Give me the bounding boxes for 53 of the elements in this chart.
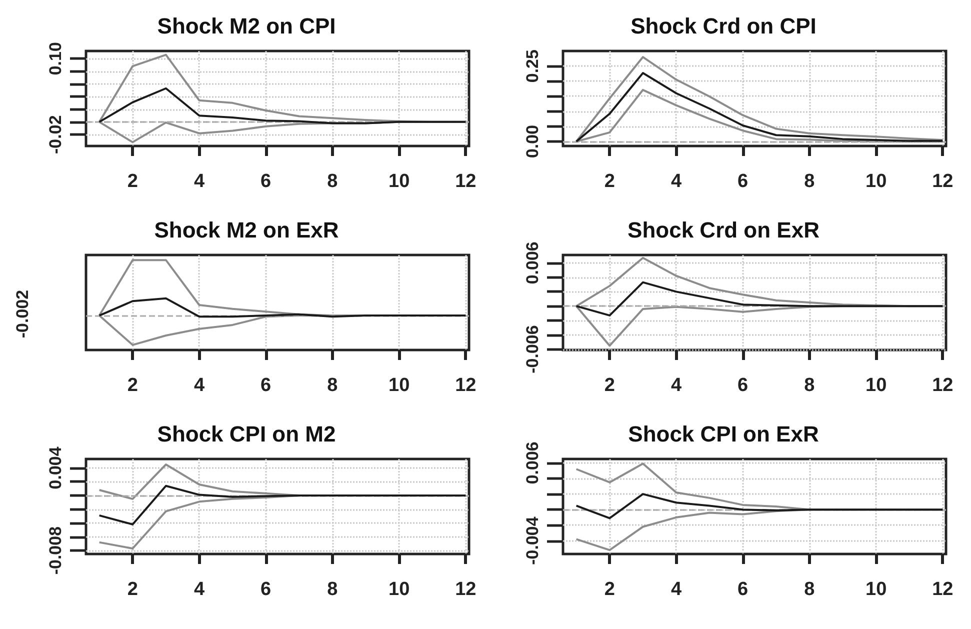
x-tick-label: 8: [804, 375, 815, 396]
x-tick-label: 8: [327, 375, 338, 396]
x-tick-label: 6: [260, 579, 272, 600]
x-tick-label: 2: [604, 375, 615, 396]
x-tick-label: 12: [455, 579, 476, 600]
x-tick-label: 8: [804, 171, 815, 192]
x-tick-label: 6: [738, 375, 748, 396]
y-tick-label: 0.006: [523, 442, 542, 484]
x-tick-label: 10: [865, 375, 887, 396]
x-tick-label: 4: [670, 171, 682, 192]
x-tick-label: 8: [804, 579, 815, 600]
x-tick-label: 10: [865, 579, 887, 600]
x-tick-label: 10: [388, 171, 410, 192]
x-tick-label: 10: [388, 375, 410, 396]
y-tick-label: 0.10: [46, 42, 65, 76]
x-tick-label: 12: [932, 579, 954, 600]
x-tick-label: 4: [670, 375, 682, 396]
x-tick-label: 6: [260, 171, 272, 192]
x-tick-label: 10: [388, 579, 410, 600]
x-tick-label: 6: [260, 375, 272, 396]
x-tick-label: 8: [327, 579, 338, 600]
text: -0.002: [13, 290, 32, 338]
x-tick-label: 4: [194, 579, 205, 600]
chart-title: Shock M2 on ExR: [154, 218, 339, 242]
x-tick-label: 10: [865, 171, 887, 192]
x-tick-label: 2: [127, 171, 138, 192]
y-tick-label: 0.006: [523, 242, 542, 284]
x-tick-label: 12: [932, 171, 954, 192]
x-tick-label: 2: [604, 171, 615, 192]
x-tick-label: 2: [127, 579, 138, 600]
chart-title: Shock CPI on ExR: [628, 422, 819, 446]
y-tick-label: -0.02: [46, 115, 65, 154]
y-tick-label: 0.00: [523, 124, 542, 158]
y-tick-label: 0.25: [523, 50, 542, 83]
chart-title: Shock Crd on ExR: [628, 218, 820, 242]
x-tick-label: 2: [604, 579, 615, 600]
chart-title: Shock M2 on CPI: [157, 14, 336, 38]
x-tick-label: 2: [127, 375, 138, 396]
x-tick-label: 8: [327, 171, 338, 192]
y-tick-label: 0.004: [46, 446, 65, 490]
y-tick-label: -0.004: [523, 516, 542, 565]
x-tick-label: 12: [455, 375, 476, 396]
x-tick-label: 4: [194, 171, 205, 192]
x-tick-label: 6: [738, 579, 748, 600]
x-tick-label: 6: [738, 171, 748, 192]
x-tick-label: 12: [455, 171, 476, 192]
x-tick-label: 4: [670, 579, 682, 600]
x-tick-label: 4: [194, 375, 205, 396]
chart-title: Shock Crd on CPI: [630, 14, 816, 38]
chart-title: Shock CPI on M2: [157, 422, 336, 446]
y-tick-label: -0.008: [46, 526, 65, 575]
x-tick-label: 12: [932, 375, 954, 396]
y-tick-label: -0.006: [523, 325, 542, 374]
